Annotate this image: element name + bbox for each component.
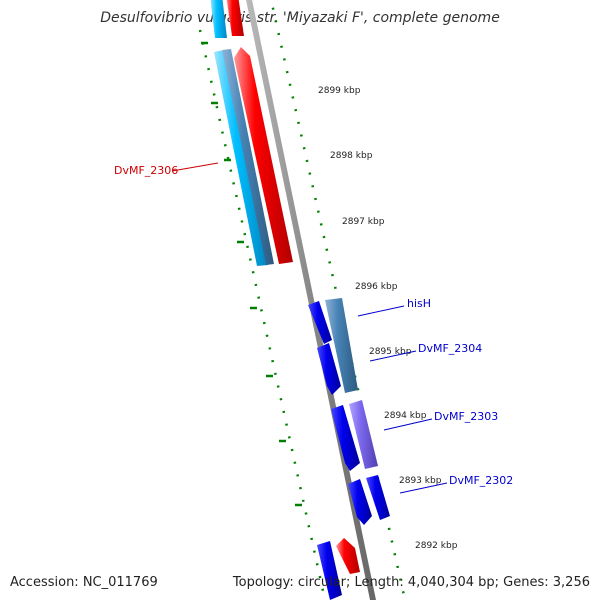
feature-bottom-red [336, 538, 360, 574]
scale-label: 2894 kbp [384, 411, 427, 421]
feature-top-red [226, 0, 244, 36]
scale-label: 2892 kbp [415, 541, 458, 551]
gene-label-dvmf-2306[interactable]: DvMF_2306 [114, 164, 178, 177]
scale-label: 2893 kbp [399, 476, 442, 486]
genome-summary-text: Topology: circular; Length: 4,040,304 bp… [233, 575, 590, 590]
scale-label: 2896 kbp [355, 282, 398, 292]
gene-label-dvmf-2304[interactable]: DvMF_2304 [418, 342, 482, 355]
scale-label: 2898 kbp [330, 151, 373, 161]
leader-dvmf-2306 [172, 163, 218, 171]
left-tick-track [200, 30, 325, 600]
feature-dvmf-2303 [331, 400, 378, 471]
scale-label: 2897 kbp [342, 217, 385, 227]
gene-label-hish[interactable]: hisH [407, 297, 431, 310]
scale-label: 2899 kbp [318, 86, 361, 96]
leader-lines [172, 163, 447, 493]
scale-label: 2895 kbp [369, 347, 412, 357]
gene-label-dvmf-2302[interactable]: DvMF_2302 [449, 474, 513, 487]
leader-hish [358, 306, 404, 316]
accession-text: Accession: NC_011769 [10, 575, 158, 590]
feature-top-cyan [210, 0, 227, 38]
gene-label-dvmf-2303[interactable]: DvMF_2303 [434, 410, 498, 423]
